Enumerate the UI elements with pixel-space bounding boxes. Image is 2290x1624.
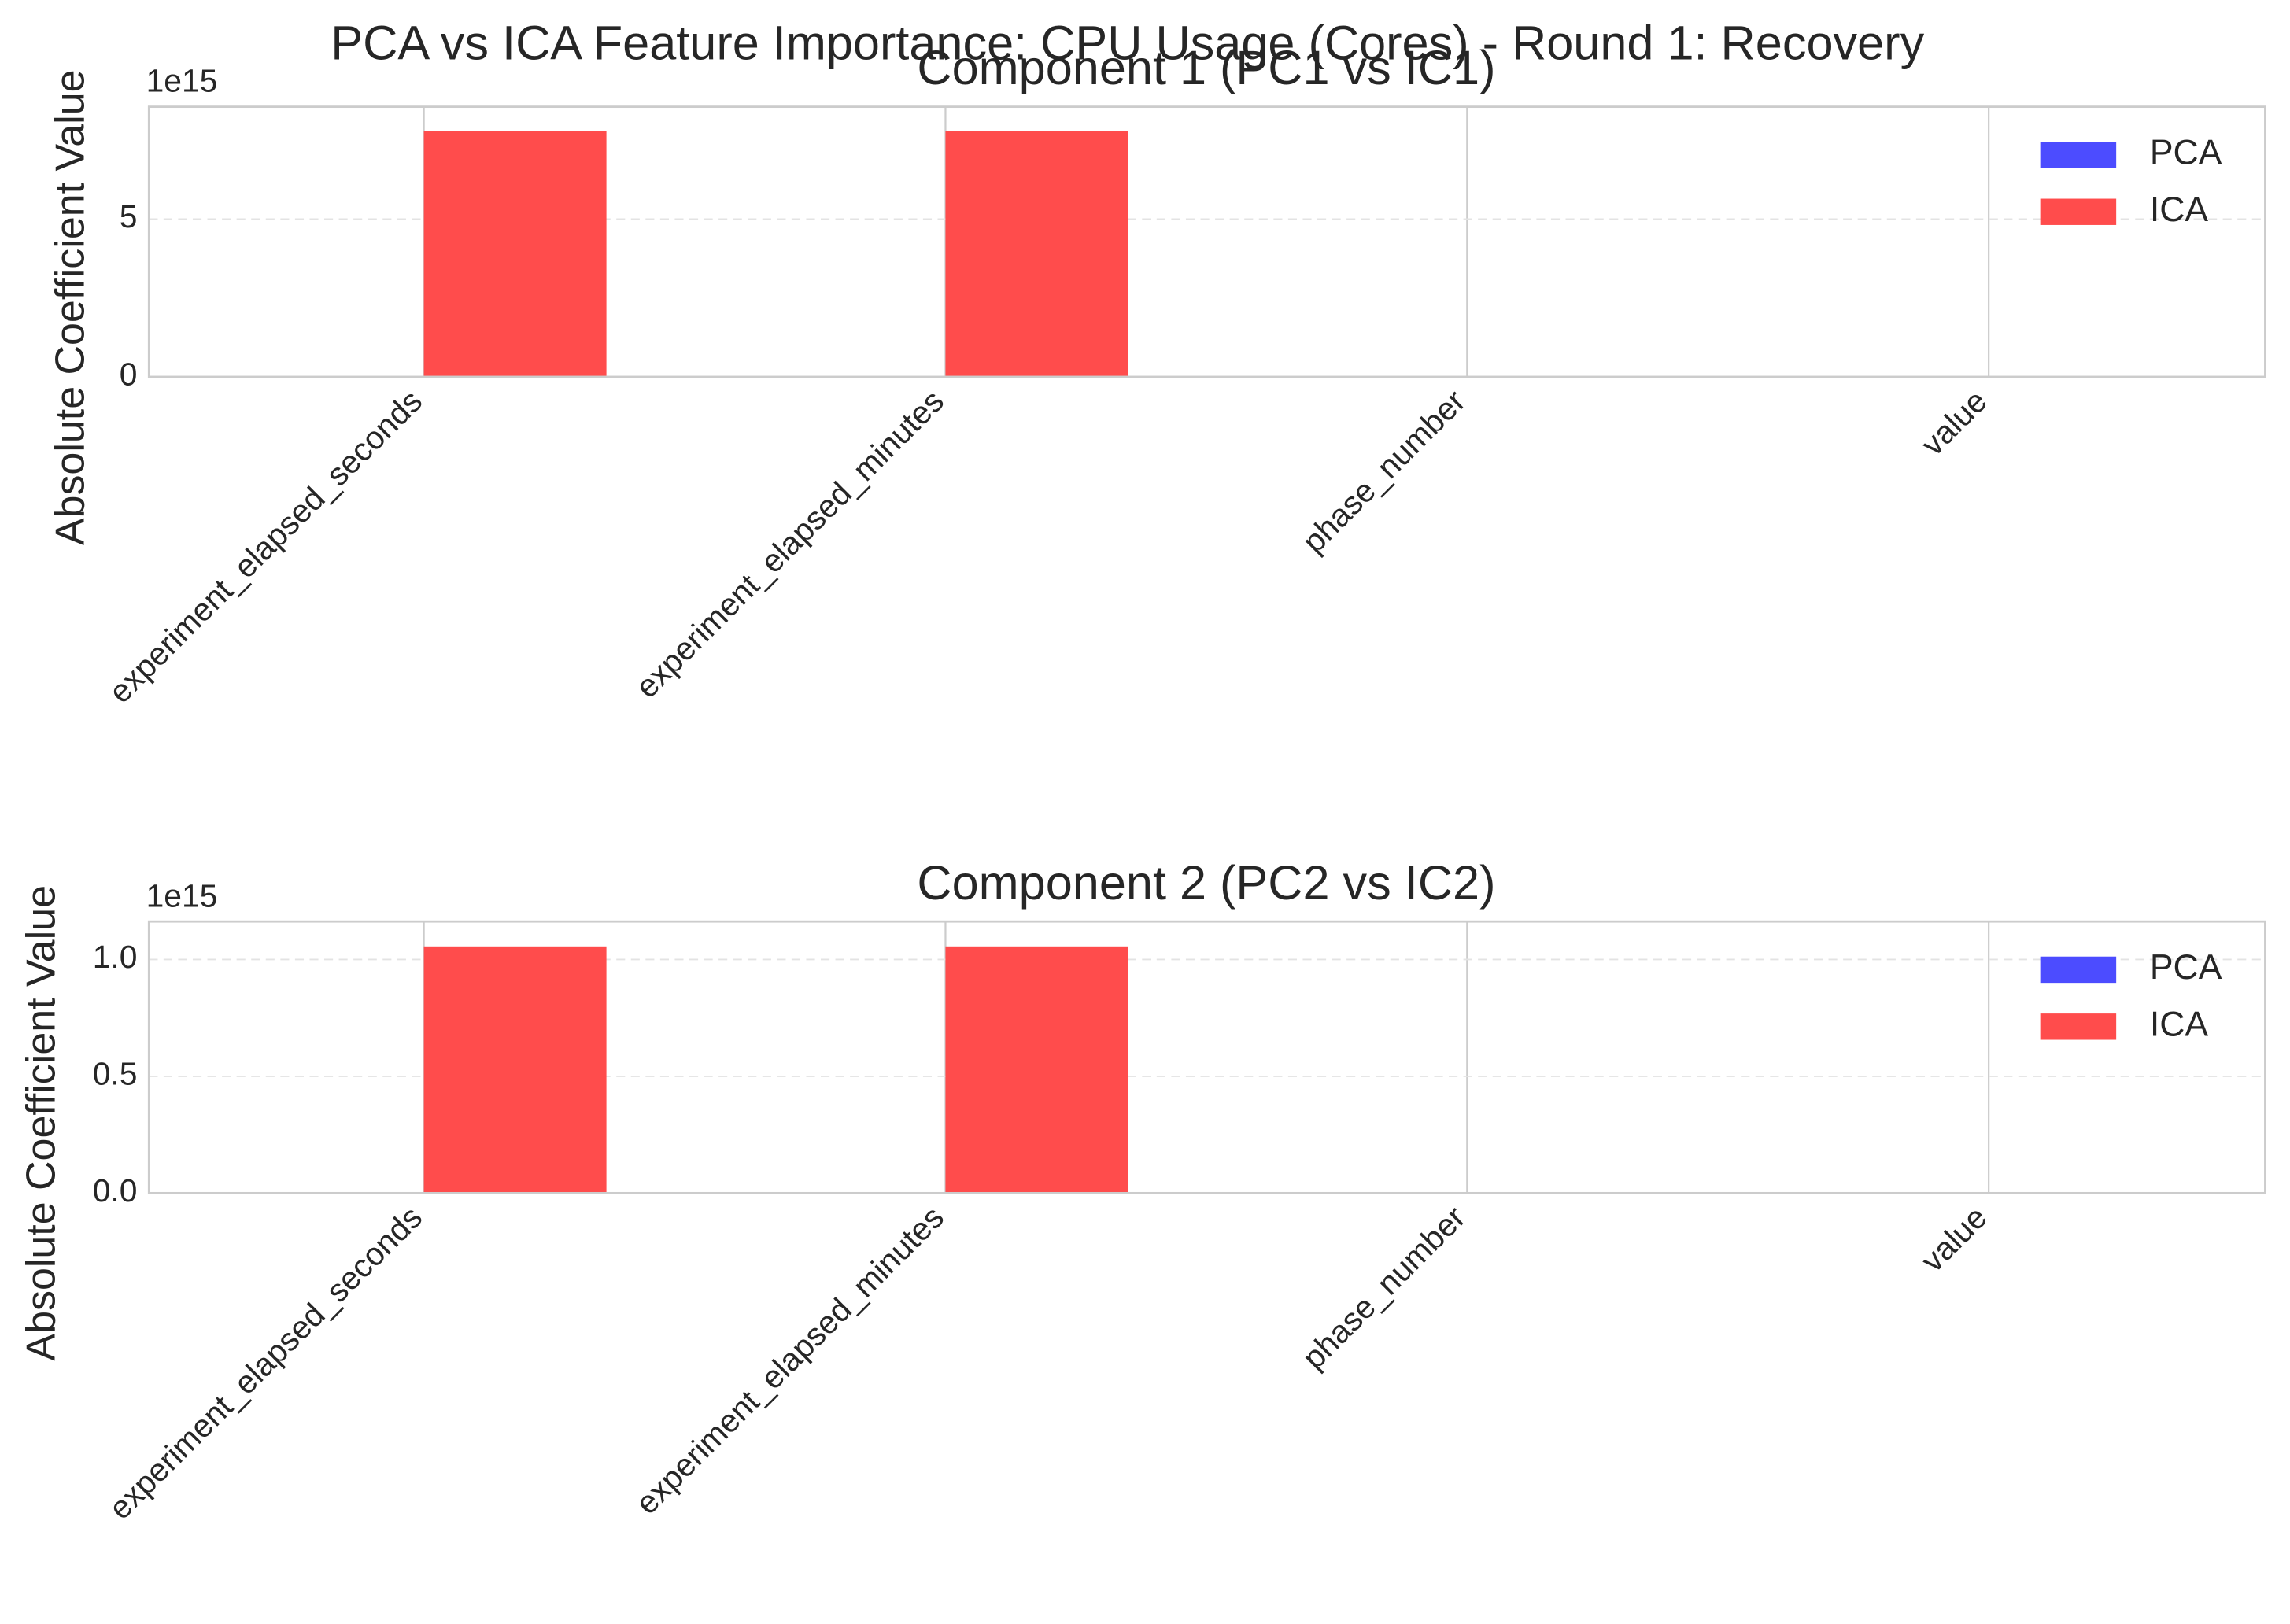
y-tick-label: 0.0 (93, 1172, 138, 1209)
legend-swatch (2040, 956, 2117, 984)
y-axis-label: Absolute Coefficient Value (48, 70, 94, 546)
y-tick-label: 5 (120, 198, 138, 234)
legend-swatch (2040, 142, 2117, 168)
bar (945, 946, 1128, 1194)
legend-swatch (2040, 1013, 2117, 1040)
legend-swatch (2040, 198, 2117, 225)
y-tick-label: 0 (120, 356, 138, 393)
y-tick-label: 1.0 (93, 939, 138, 975)
offset-label: 1e15 (146, 877, 218, 914)
figure-title: PCA vs ICA Feature Importance: CPU Usage… (331, 17, 1924, 70)
y-axis-label: Absolute Coefficient Value (18, 885, 64, 1361)
legend-label: ICA (2150, 1006, 2209, 1044)
legend-label: ICA (2150, 190, 2209, 229)
subplot-title: Component 2 (PC2 vs IC2) (917, 856, 1495, 910)
offset-label: 1e15 (146, 63, 218, 99)
subplot-title: Component 1 (PC1 vs IC1) (917, 41, 1495, 94)
y-tick-label: 0.5 (93, 1056, 138, 1092)
axes-frame (147, 920, 2266, 1194)
bar (423, 946, 607, 1194)
bar (945, 131, 1128, 377)
legend-label: PCA (2150, 134, 2222, 172)
bar (423, 131, 607, 377)
axes-frame (147, 105, 2266, 378)
legend-label: PCA (2150, 948, 2222, 987)
